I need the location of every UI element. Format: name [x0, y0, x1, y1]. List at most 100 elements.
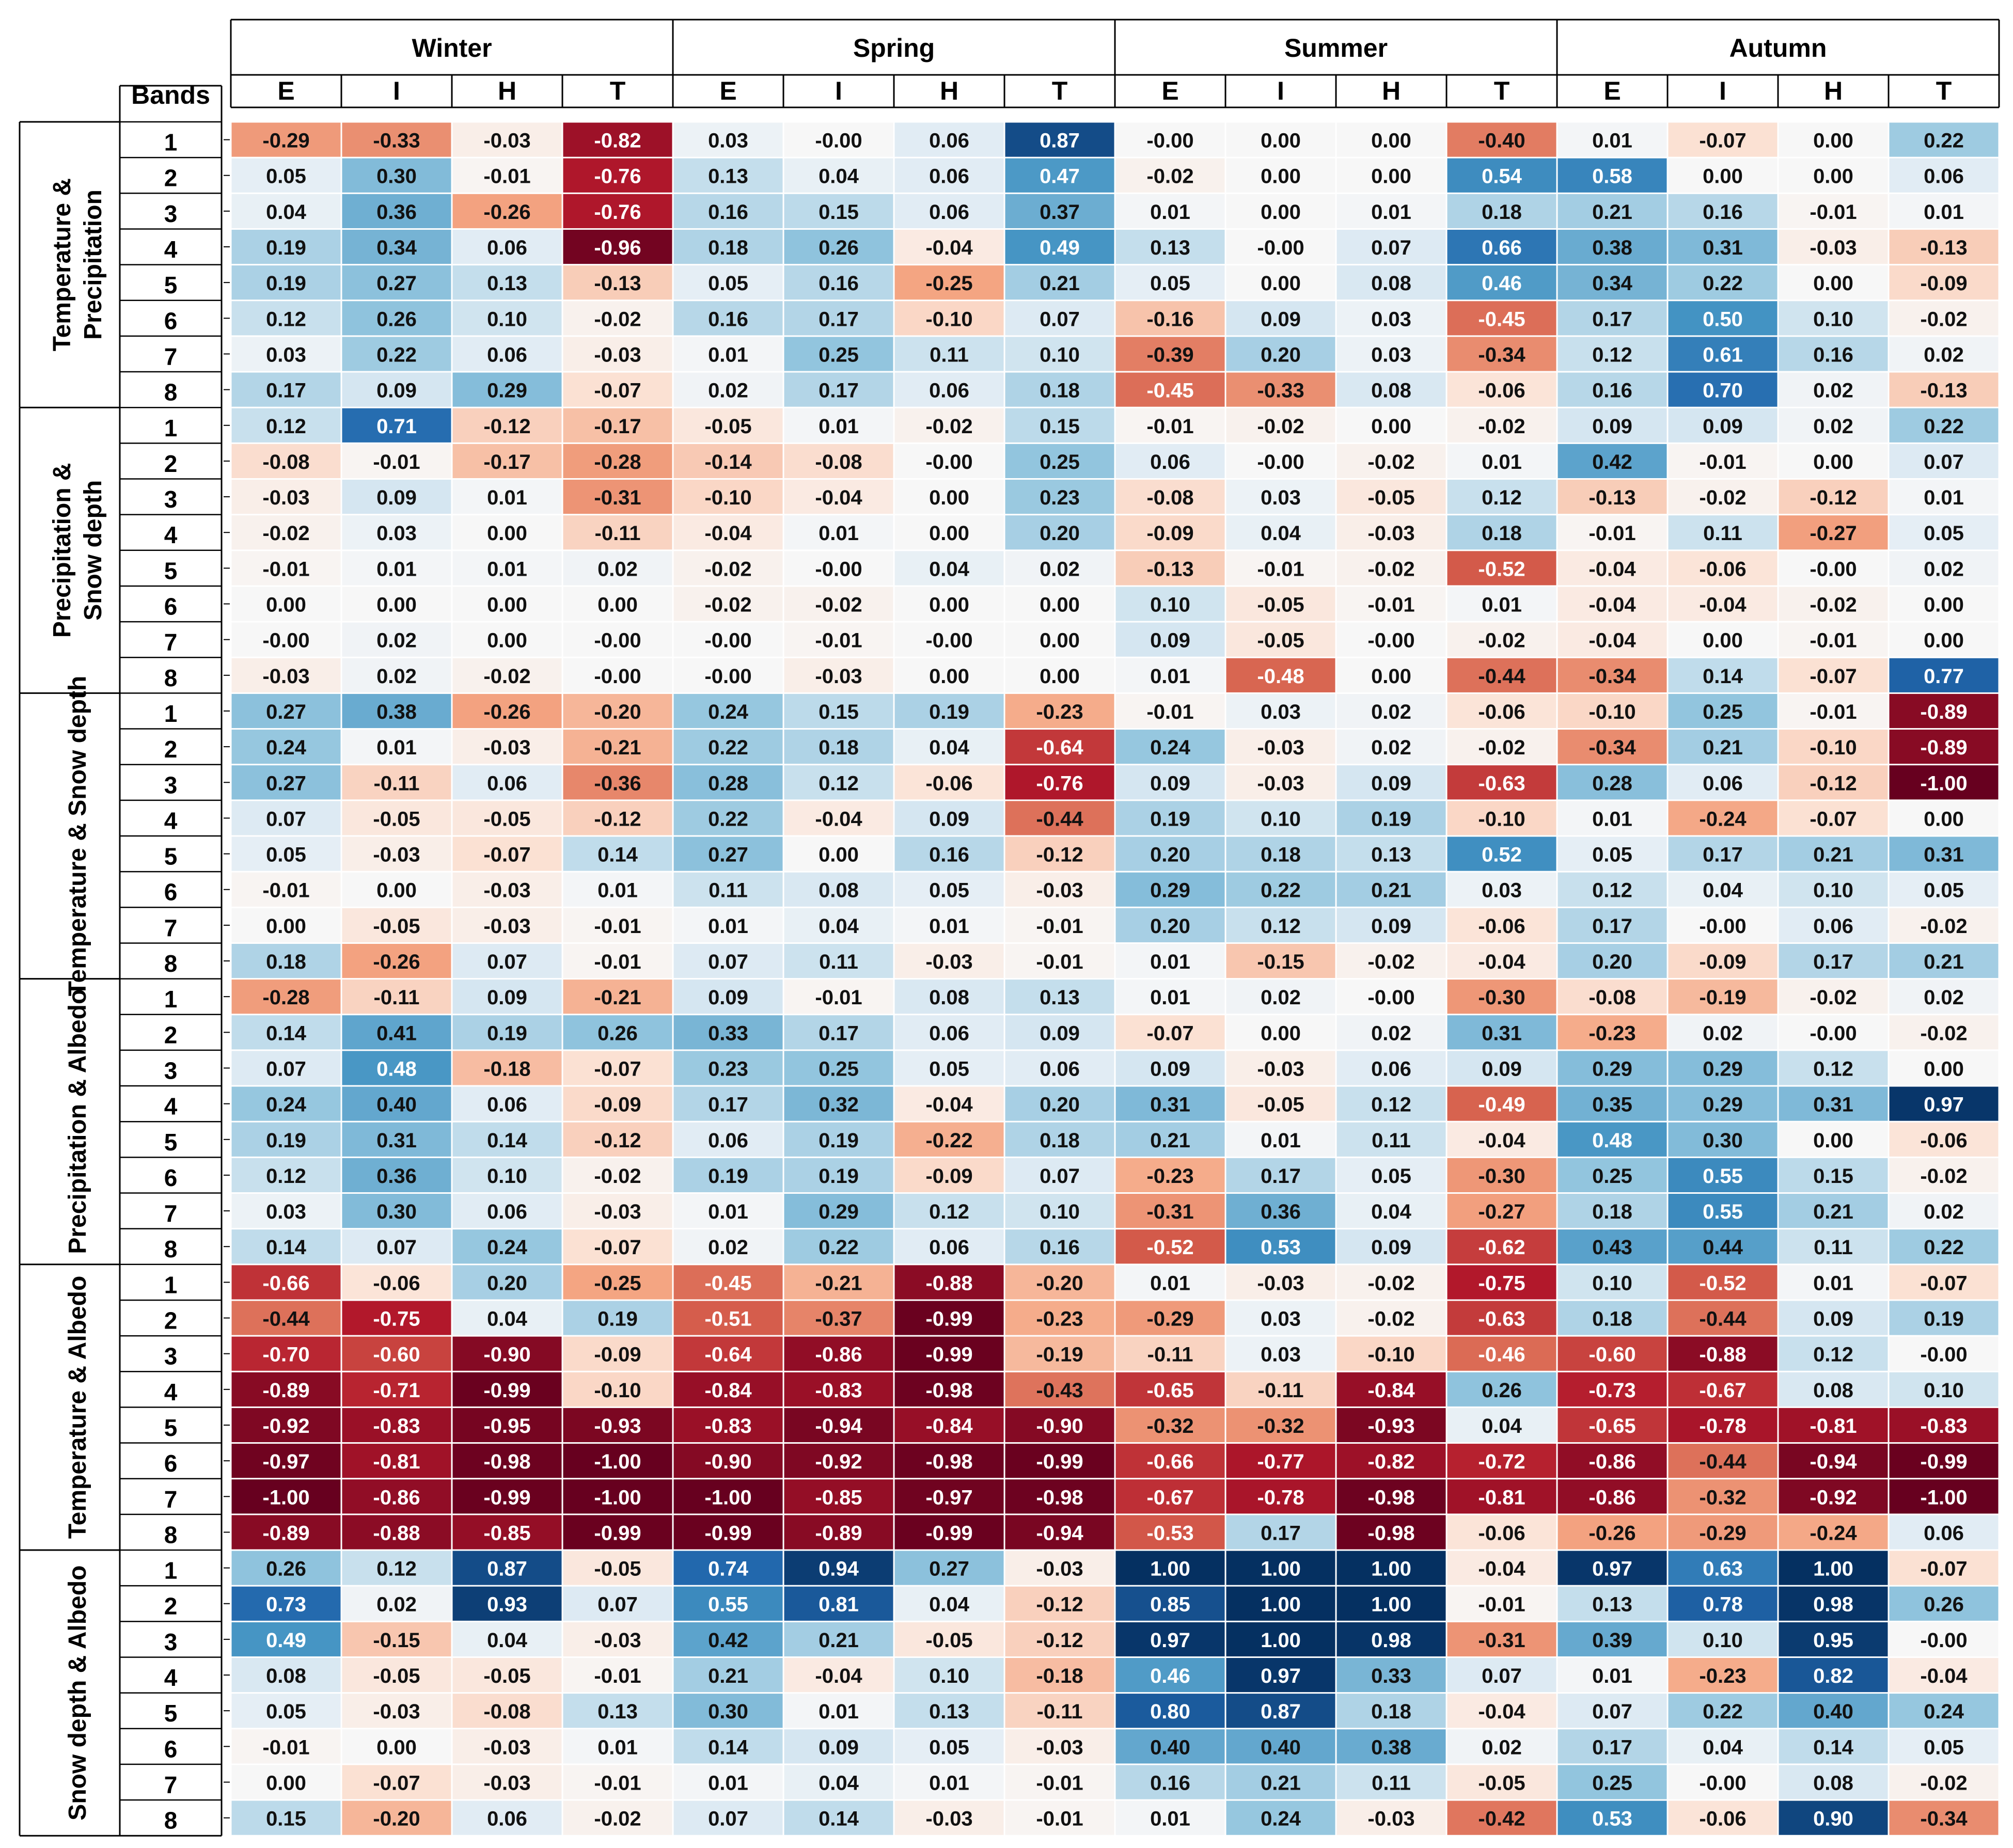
cell-value: 0.31	[1924, 844, 1964, 866]
cell-value: 0.01	[1150, 1808, 1190, 1830]
cell-value: -0.76	[594, 165, 641, 188]
cell-value: 0.36	[376, 201, 417, 224]
cell-value: -0.76	[594, 201, 641, 224]
cell-value: -0.89	[1920, 701, 1967, 723]
heatmap-cell	[1336, 229, 1446, 264]
heatmap-cell	[1779, 730, 1888, 764]
cell-value: 0.01	[376, 558, 417, 580]
heatmap-cell	[1447, 1515, 1556, 1550]
cell-value: -0.06	[1478, 915, 1525, 938]
heatmap-cell	[231, 301, 341, 336]
variable-header-winter-I: I	[393, 76, 400, 105]
heatmap-cell	[1336, 836, 1446, 871]
heatmap-cell	[1336, 1122, 1446, 1157]
heatmap-cell	[673, 980, 783, 1014]
cell-value: -0.08	[815, 451, 862, 473]
cell-value: 0.16	[1592, 380, 1632, 402]
heatmap-cell	[894, 1765, 1004, 1799]
heatmap-cell	[894, 1479, 1004, 1514]
heatmap-cell	[784, 194, 893, 228]
heatmap-cell	[1558, 658, 1667, 692]
cell-value: 0.21	[819, 1629, 859, 1652]
cell-value: 0.07	[1040, 1165, 1080, 1188]
cell-value: -0.23	[1036, 1308, 1083, 1331]
cell-value: 0.20	[1040, 1094, 1080, 1116]
cell-value: 0.06	[929, 380, 969, 402]
heatmap-cell	[1668, 980, 1778, 1014]
cell-value: -0.78	[1257, 1486, 1304, 1509]
heatmap-cell	[231, 1800, 341, 1835]
cell-value: -0.03	[594, 1201, 641, 1223]
heatmap-cell	[1668, 730, 1778, 764]
heatmap-cell	[784, 587, 893, 621]
cell-value: -0.02	[1367, 451, 1414, 473]
heatmap-cell	[1005, 658, 1114, 692]
heatmap-cell	[1558, 836, 1667, 871]
cell-value: 0.01	[708, 915, 748, 938]
heatmap-cell	[342, 194, 451, 228]
heatmap-cell	[1779, 836, 1888, 871]
heatmap-cell	[231, 1372, 341, 1407]
cell-value: 0.01	[1813, 1272, 1853, 1294]
cell-value: -0.00	[262, 629, 309, 652]
heatmap-cell	[894, 1729, 1004, 1764]
heatmap-cell	[452, 1408, 562, 1443]
cell-value: -0.99	[594, 1522, 641, 1544]
heatmap-cell	[452, 658, 562, 692]
heatmap-cell	[1115, 908, 1225, 942]
cell-value: -0.03	[1257, 772, 1304, 795]
cell-value: 0.00	[1261, 130, 1301, 152]
heatmap-cell	[1779, 765, 1888, 800]
heatmap-cell	[1558, 1336, 1667, 1371]
heatmap-cell	[231, 1729, 341, 1764]
cell-value: -0.66	[1146, 1450, 1193, 1473]
cell-value: 0.15	[1040, 415, 1080, 438]
cell-value: -0.23	[1146, 1165, 1193, 1188]
cell-value: 0.15	[819, 201, 859, 224]
cell-value: 0.22	[1924, 415, 1964, 438]
cell-value: 0.38	[1371, 1736, 1411, 1759]
heatmap-cell	[1336, 1229, 1446, 1264]
cell-value: -0.03	[1257, 1272, 1304, 1294]
cell-value: -0.30	[1478, 986, 1525, 1009]
cell-value: 0.44	[1703, 1236, 1743, 1259]
cell-value: 0.01	[1150, 201, 1190, 224]
cell-value: -0.02	[594, 308, 641, 330]
cell-value: 0.71	[376, 415, 417, 438]
heatmap-cell	[452, 551, 562, 586]
heatmap-cell	[673, 1657, 783, 1693]
cell-value: 0.18	[1482, 201, 1522, 224]
heatmap-cell	[1005, 1622, 1114, 1656]
cell-value: 0.05	[266, 1700, 306, 1723]
heatmap-cell	[1558, 265, 1667, 300]
cell-value: 0.16	[929, 844, 969, 866]
heatmap-cell	[1889, 1694, 1999, 1728]
cell-value: -0.26	[373, 951, 420, 973]
cell-value: 0.10	[1813, 879, 1853, 902]
cell-value: -0.52	[1478, 558, 1525, 580]
heatmap-cell	[1336, 1694, 1446, 1728]
heatmap-cell	[784, 1086, 893, 1121]
cell-value: 0.14	[819, 1808, 859, 1830]
cell-value: -0.99	[483, 1486, 530, 1509]
heatmap-cell	[1889, 1657, 1999, 1693]
cell-value: -0.08	[1146, 486, 1193, 509]
heatmap-cell	[231, 1586, 341, 1621]
cell-value: -1.00	[704, 1486, 751, 1509]
cell-value: -0.76	[1036, 772, 1083, 795]
heatmap-cell	[231, 1694, 341, 1728]
cell-value: -0.01	[1146, 415, 1193, 438]
cell-value: 0.04	[1703, 1736, 1743, 1759]
cell-value: 0.10	[1040, 1201, 1080, 1223]
variable-header-winter-H: H	[498, 76, 516, 105]
cell-value: 0.07	[266, 1057, 306, 1080]
heatmap-cell	[1226, 444, 1335, 478]
heatmap-cell	[1336, 1765, 1446, 1799]
heatmap-cell	[1226, 265, 1335, 300]
cell-value: 0.06	[487, 772, 527, 795]
heatmap-cell	[1226, 730, 1335, 764]
cell-value: -0.04	[1589, 594, 1636, 617]
heatmap-cell	[1668, 229, 1778, 264]
heatmap-cell	[1558, 1444, 1667, 1478]
cell-value: 0.09	[1371, 915, 1411, 938]
